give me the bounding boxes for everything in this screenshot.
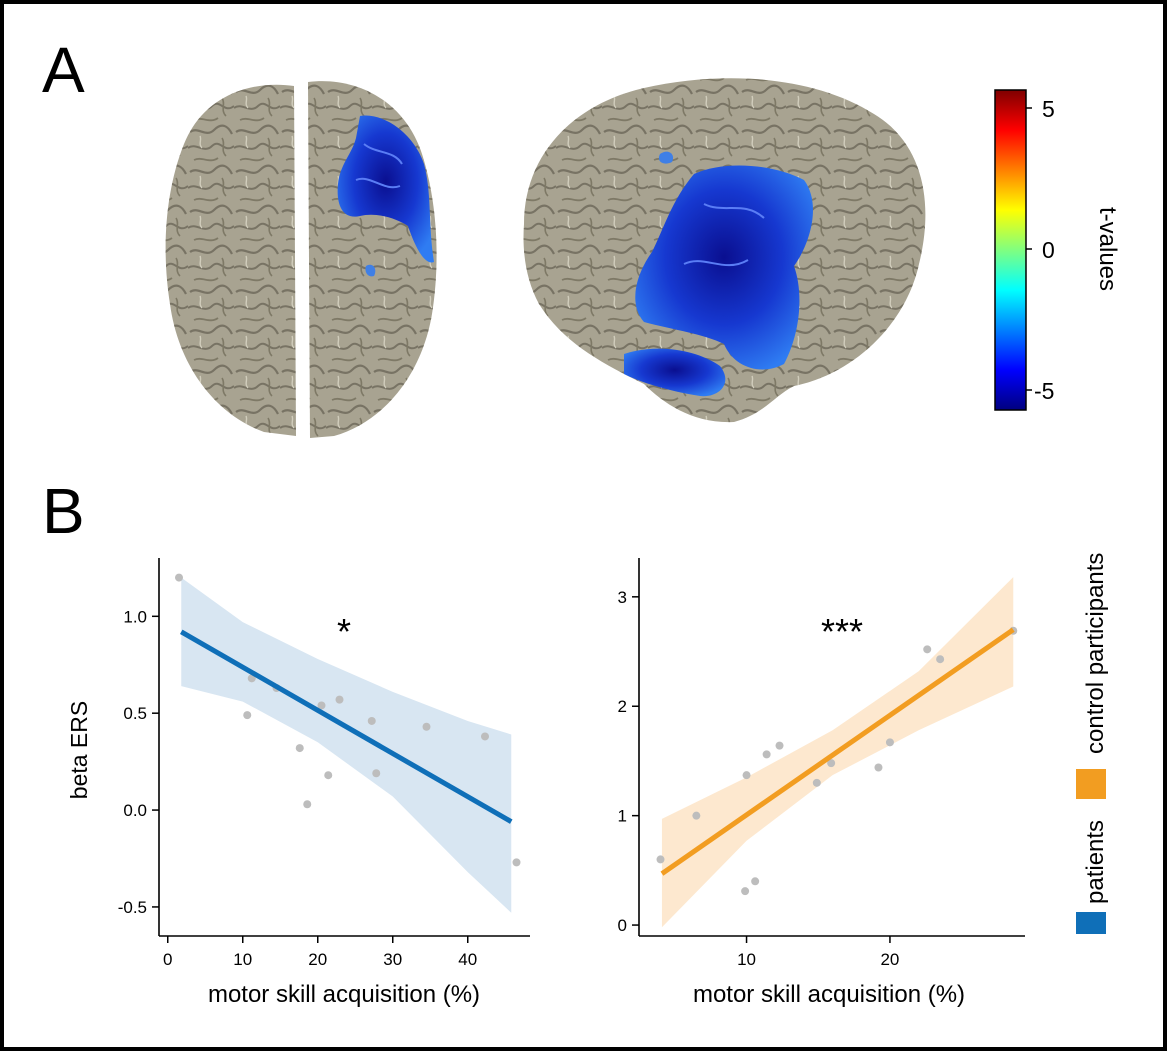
- figure: A B: [4, 4, 1163, 1047]
- data-point: [303, 800, 312, 809]
- significance-marker: ***: [821, 611, 863, 652]
- data-point: [512, 858, 521, 867]
- data-point: [751, 877, 760, 886]
- significance-marker: *: [337, 611, 351, 652]
- colorbar-tick-min: -5: [1034, 378, 1054, 404]
- data-point: [692, 811, 701, 820]
- data-point: [295, 744, 304, 753]
- data-point: [372, 769, 381, 778]
- y-tick-label: 2: [618, 697, 627, 716]
- legend-label-controls: control participants: [1082, 553, 1109, 754]
- y-tick-label: 0.0: [123, 801, 147, 820]
- panel-b-label: B: [42, 475, 85, 547]
- colorbar-gradient: [994, 89, 1027, 411]
- x-tick-label: 30: [383, 950, 402, 969]
- y-tick-label: 3: [618, 588, 627, 607]
- y-tick-label: 1: [618, 807, 627, 826]
- data-point: [317, 701, 326, 710]
- y-tick-label: -0.5: [118, 898, 147, 917]
- data-point: [741, 887, 750, 896]
- x-tick-label: 10: [737, 950, 756, 969]
- data-point: [762, 750, 771, 759]
- legend: control participants patients: [1076, 553, 1109, 934]
- brain-top-view: [165, 81, 437, 438]
- activation-cluster-top: [337, 115, 434, 277]
- colorbar-tick-zero: 0: [1042, 237, 1055, 263]
- y-tick-label: 0.5: [123, 704, 147, 723]
- data-point: [742, 771, 751, 780]
- data-point: [936, 655, 945, 664]
- legend-label-patients: patients: [1082, 820, 1109, 904]
- x-axis-label: motor skill acquisition (%): [693, 981, 965, 1008]
- scatter-plot-patients: -0.5 0.0 0.5 1.0 0 10 20 30 40 * motor skill acqui…: [66, 558, 530, 1008]
- data-point: [827, 759, 836, 768]
- regression-line: [180, 629, 513, 824]
- legend-swatch-controls: [1076, 769, 1106, 799]
- colorbar-label: t-values: [1094, 207, 1121, 291]
- colorbar: 5 0 -5 t-values: [994, 89, 1121, 411]
- data-point: [874, 763, 883, 772]
- data-point: [481, 732, 489, 741]
- regression-line: [660, 627, 1015, 876]
- brain-renderings: 5 0 -5 t-values: [165, 78, 1121, 438]
- data-point: [656, 855, 665, 864]
- x-axis-label: motor skill acquisition (%): [208, 981, 480, 1008]
- data-point: [422, 722, 431, 731]
- scatter-plot-controls: 0 1 2 3 10 20 *** motor skill acquisition (%): [618, 558, 1025, 1008]
- data-point: [367, 716, 376, 725]
- y-axis-label: beta ERS: [66, 701, 92, 799]
- x-tick-label: 10: [233, 950, 252, 969]
- data-point: [324, 771, 333, 780]
- activation-cluster-lateral: [624, 151, 813, 397]
- left-hemisphere-top: [165, 84, 296, 437]
- y-tick-label: 1.0: [123, 607, 147, 626]
- x-tick-label: 40: [458, 950, 477, 969]
- confidence-band: [181, 577, 512, 913]
- data-point: [775, 741, 784, 750]
- colorbar-tick-max: 5: [1042, 96, 1055, 122]
- data-point: [175, 573, 183, 582]
- brain-lateral-view: [523, 78, 926, 423]
- data-point: [923, 645, 932, 654]
- legend-swatch-patients: [1076, 912, 1106, 934]
- y-tick-label: 0: [618, 916, 627, 935]
- data-point: [243, 711, 252, 720]
- x-tick-label: 20: [880, 950, 899, 969]
- data-point: [812, 778, 821, 787]
- x-tick-label: 0: [163, 950, 172, 969]
- data-point: [335, 695, 344, 704]
- panel-a-label: A: [42, 34, 85, 106]
- x-tick-label: 20: [308, 950, 327, 969]
- data-point: [885, 738, 894, 747]
